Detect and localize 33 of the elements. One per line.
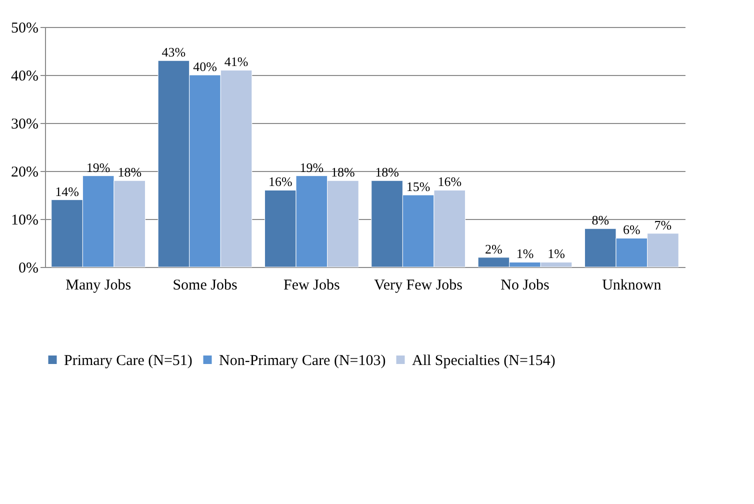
data-label: 15% <box>406 179 430 194</box>
data-label: 16% <box>268 174 292 190</box>
y-tick-label: 10% <box>11 212 38 228</box>
y-tick-label: 40% <box>11 68 38 84</box>
data-label: 2% <box>485 241 503 256</box>
x-tick-label: Some Jobs <box>172 278 238 294</box>
x-tick-label: Very Few Jobs <box>374 278 463 294</box>
legend-label: Non-Primary Care (N=103) <box>219 352 386 369</box>
data-label: 43% <box>162 44 186 60</box>
data-label: 41% <box>224 54 248 70</box>
legend-label: Primary Care (N=51) <box>64 352 192 369</box>
y-tick-label: 0% <box>18 260 38 276</box>
x-tick-label: Few Jobs <box>284 278 340 294</box>
x-tick-label: Unknown <box>602 278 662 294</box>
data-label: 18% <box>375 164 400 180</box>
data-label: 40% <box>193 59 218 74</box>
data-label: 1% <box>548 246 566 262</box>
data-label: 14% <box>55 184 80 199</box>
data-label: 8% <box>592 212 610 228</box>
y-tick-label: 50% <box>11 20 38 36</box>
data-label: 16% <box>438 174 462 190</box>
x-tick-label: Many Jobs <box>66 278 132 294</box>
data-label: 18% <box>118 164 142 180</box>
data-label: 1% <box>516 246 534 262</box>
x-tick-label: No Jobs <box>500 278 550 294</box>
data-label: 6% <box>622 222 640 238</box>
data-label: 7% <box>654 217 672 232</box>
data-label: 19% <box>300 160 324 175</box>
data-label: 19% <box>86 160 110 175</box>
y-tick-label: 30% <box>11 116 38 132</box>
legend-label: All Specialties (N=154) <box>412 352 556 369</box>
y-tick-label: 20% <box>11 164 38 180</box>
data-label: 18% <box>331 164 356 180</box>
